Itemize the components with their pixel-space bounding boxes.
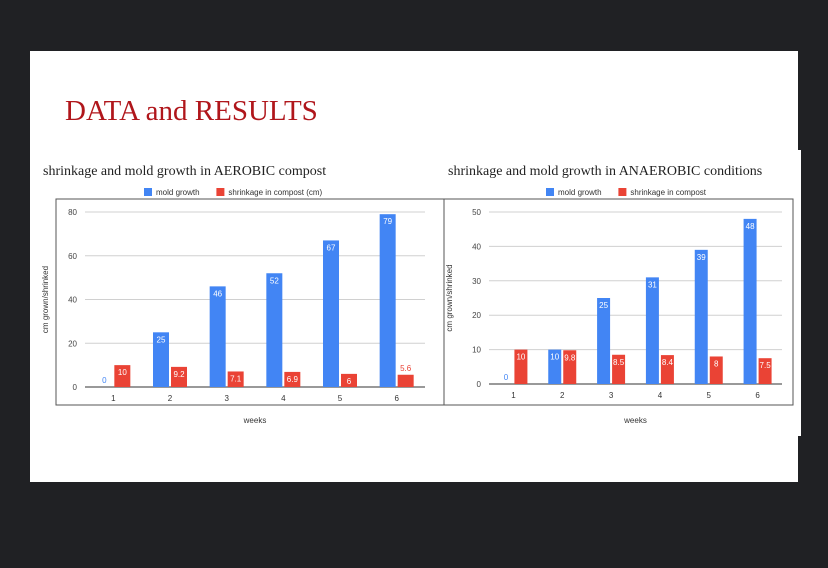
legend-swatch [144, 188, 152, 196]
bar-mold [743, 218, 757, 384]
x-tick-label: 3 [609, 391, 614, 400]
y-tick-label: 20 [68, 339, 77, 348]
data-label: 8 [714, 359, 719, 368]
chart-title-anaerobic: shrinkage and mold growth in ANAEROBIC c… [448, 164, 763, 179]
data-label: 31 [648, 280, 657, 289]
data-label: 5.6 [400, 364, 412, 373]
legend-label: shrinkage in compost [630, 188, 706, 197]
x-tick-label: 1 [111, 394, 116, 403]
bar-shrink [341, 373, 357, 387]
data-label: 0 [102, 376, 107, 385]
x-tick-label: 1 [511, 391, 516, 400]
bar-shrink [397, 374, 414, 387]
x-tick-label: 6 [394, 394, 399, 403]
data-label: 67 [327, 243, 336, 252]
data-label: 6 [347, 377, 352, 386]
bar-mold [548, 349, 562, 384]
data-label: 52 [270, 276, 279, 285]
y-tick-label: 60 [68, 252, 77, 261]
slide-title: DATA and RESULTS [65, 95, 318, 127]
legend-label: mold growth [156, 188, 200, 197]
legend-swatch [618, 188, 627, 196]
data-label: 8.5 [613, 358, 625, 367]
bar-shrink [563, 350, 577, 384]
x-tick-label: 2 [560, 391, 565, 400]
x-tick-label: 4 [281, 394, 286, 403]
data-label: 10 [516, 353, 525, 362]
data-label: 9.8 [564, 353, 576, 362]
x-tick-label: 6 [755, 391, 760, 400]
bar-mold [694, 249, 708, 384]
x-axis-label: weeks [243, 416, 267, 425]
slide: DATA and RESULTS [30, 51, 798, 482]
bar-mold [597, 298, 611, 384]
data-label: 46 [213, 289, 222, 298]
data-label: 79 [383, 217, 392, 226]
chart-title-aerobic: shrinkage and mold growth in AEROBIC com… [43, 164, 327, 179]
data-label: 39 [697, 253, 706, 262]
bar-mold [209, 286, 226, 387]
y-axis-label: cm grown/shrinked [41, 266, 50, 333]
aerobic-chart: 02040608010102259.23467.14526.956766795.… [41, 188, 445, 425]
bar-shrink [612, 354, 626, 384]
bar-shrink [709, 356, 723, 384]
y-tick-label: 10 [472, 346, 481, 355]
y-axis-label: cm grown/shrinked [445, 264, 454, 331]
bar-shrink [514, 349, 528, 384]
data-label: 9.2 [173, 370, 185, 379]
bar-shrink [114, 365, 131, 387]
data-label: 8.4 [662, 358, 674, 367]
bar-mold [645, 277, 659, 384]
bar-shrink [284, 371, 301, 387]
data-label: 7.1 [230, 374, 242, 383]
x-tick-label: 5 [338, 394, 343, 403]
bar-shrink [171, 366, 187, 387]
y-tick-label: 30 [472, 277, 481, 286]
legend-label: shrinkage in compost (cm) [228, 188, 322, 197]
data-label: 0 [504, 373, 509, 382]
x-tick-label: 4 [658, 391, 663, 400]
y-tick-label: 0 [477, 380, 482, 389]
y-tick-label: 40 [472, 242, 481, 251]
data-label: 6.9 [287, 375, 299, 384]
bar-mold [266, 273, 283, 387]
data-label: 10 [118, 368, 127, 377]
data-label: 10 [550, 353, 559, 362]
bar-shrink [227, 371, 244, 387]
legend-label: mold growth [558, 188, 602, 197]
x-axis-label: weeks [623, 416, 647, 425]
data-label: 25 [157, 335, 166, 344]
y-tick-label: 50 [472, 208, 481, 217]
bar-mold [323, 240, 339, 387]
y-tick-label: 0 [73, 383, 78, 392]
bar-shrink [758, 358, 772, 384]
slide-edge [798, 150, 801, 436]
data-label: 25 [599, 301, 608, 310]
legend-swatch [216, 188, 225, 196]
bar-mold [379, 214, 396, 387]
x-tick-label: 3 [224, 394, 229, 403]
x-tick-label: 5 [707, 391, 712, 400]
bar-mold [153, 332, 169, 387]
y-tick-label: 40 [68, 296, 77, 305]
legend-swatch [546, 188, 554, 196]
bar-shrink [660, 355, 674, 384]
data-label: 7.5 [760, 361, 772, 370]
chart-frame [443, 198, 794, 406]
y-tick-label: 20 [472, 311, 481, 320]
y-tick-label: 80 [68, 208, 77, 217]
data-label: 48 [746, 222, 755, 231]
x-tick-label: 2 [168, 394, 173, 403]
